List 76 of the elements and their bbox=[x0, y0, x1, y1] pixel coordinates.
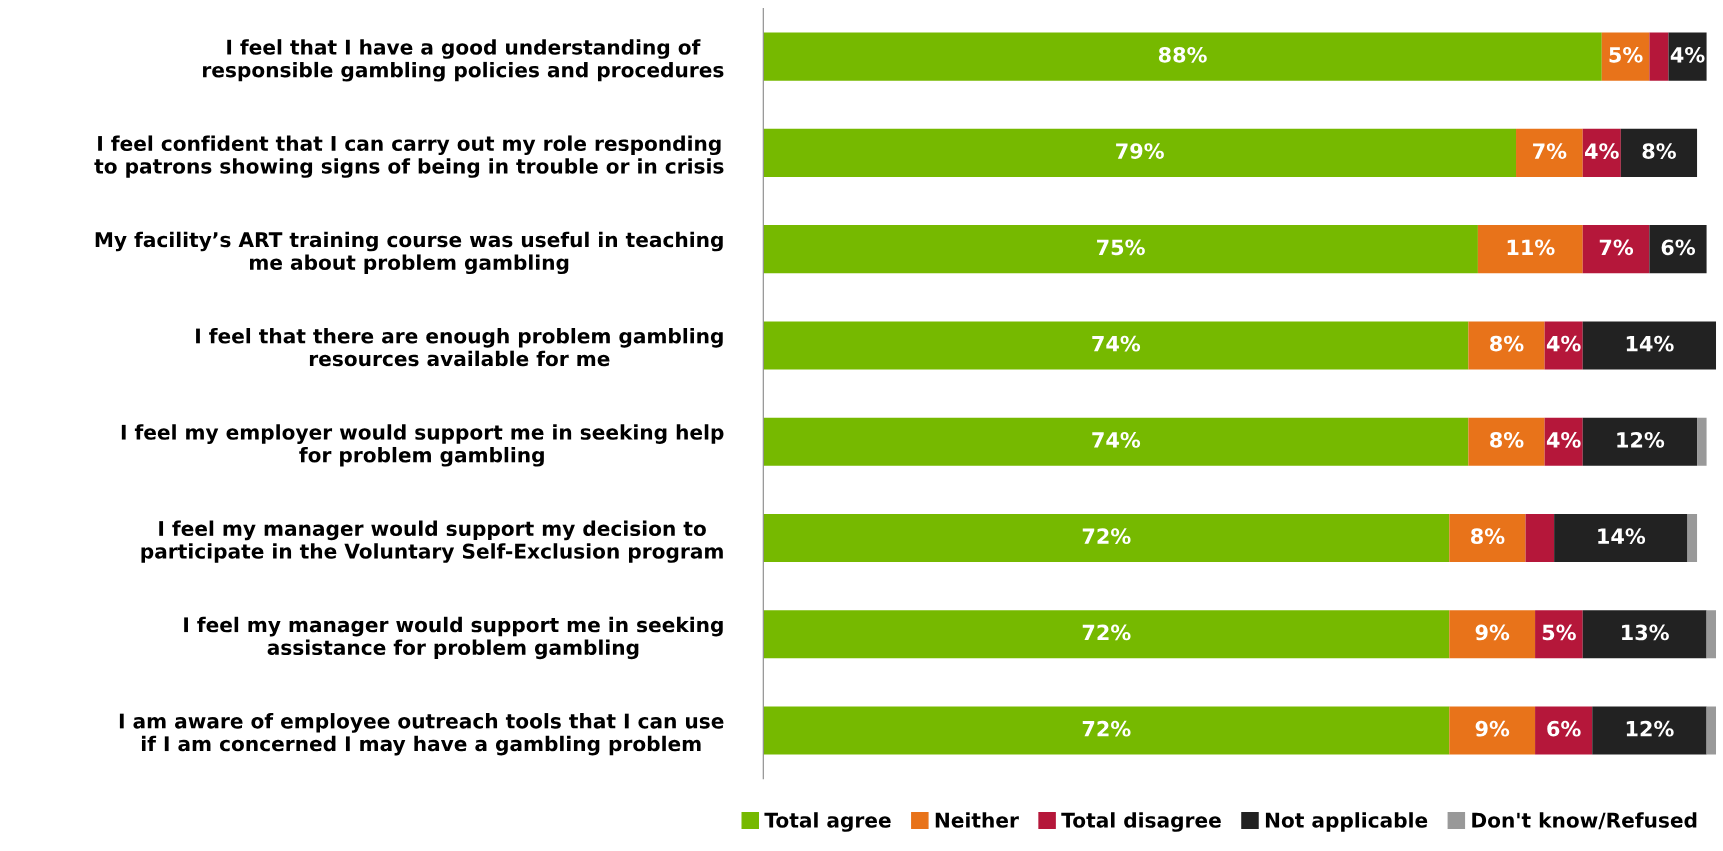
data-label: 9% bbox=[1475, 720, 1510, 737]
bar bbox=[763, 321, 1469, 370]
bar bbox=[763, 417, 1469, 466]
bar bbox=[1449, 610, 1536, 659]
data-label: 72% bbox=[1082, 624, 1131, 641]
y-tick-label: My facility’s ART training course was useful in teaching me about problem gambling bbox=[95, 231, 723, 275]
data-label: 14% bbox=[1626, 335, 1674, 352]
legend-label: Total agree bbox=[764, 812, 891, 832]
bar bbox=[1582, 321, 1717, 370]
data-label: 4% bbox=[1670, 46, 1705, 63]
y-tick-label: I feel that there are enough problem gambling resources available for me bbox=[196, 327, 723, 367]
bar bbox=[1449, 706, 1536, 755]
y-tick-label: I feel confident that I can carry out my role responding to patrons showing signs of being in trouble or in crisis bbox=[94, 135, 724, 178]
bar bbox=[1706, 610, 1717, 659]
data-label: 74% bbox=[1092, 335, 1141, 352]
bar bbox=[763, 706, 1450, 755]
data-label: 5% bbox=[1609, 46, 1643, 63]
bar bbox=[1525, 513, 1555, 563]
bar bbox=[1649, 225, 1707, 274]
data-label: 7% bbox=[1533, 143, 1567, 159]
bar bbox=[763, 610, 1450, 659]
bar bbox=[763, 32, 1602, 81]
data-label: 8% bbox=[1642, 143, 1676, 159]
data-label: 9% bbox=[1475, 624, 1510, 641]
data-label: 8% bbox=[1471, 528, 1505, 545]
bar bbox=[1535, 706, 1593, 755]
data-label: 5% bbox=[1542, 624, 1576, 641]
bar bbox=[1468, 417, 1545, 466]
bar bbox=[1535, 610, 1583, 659]
y-tick-label: I feel my manager would support me in seeking assistance for problem gambling bbox=[184, 616, 723, 660]
data-label: 88% bbox=[1158, 46, 1207, 63]
bar bbox=[1516, 128, 1583, 177]
data-label: 72% bbox=[1082, 720, 1131, 737]
bar bbox=[1554, 513, 1688, 563]
bar bbox=[1449, 513, 1526, 563]
bar bbox=[1582, 610, 1707, 659]
data-label: 7% bbox=[1599, 239, 1634, 256]
legend-label: Total disagree bbox=[1061, 812, 1221, 832]
y-tick-label: I feel my manager would support my decision to participate in the Voluntary Self-Exclusion program bbox=[141, 520, 723, 563]
data-label: 4% bbox=[1585, 143, 1619, 159]
data-label: 4% bbox=[1546, 335, 1581, 352]
bar bbox=[1468, 321, 1545, 370]
bar bbox=[1544, 321, 1583, 370]
y-tick-label: I am aware of employee outreach tools that I can use if I am concerned I may have a gambling problem bbox=[119, 713, 724, 756]
bar bbox=[1592, 706, 1707, 755]
bar bbox=[763, 513, 1450, 563]
legend-label: Not applicable bbox=[1265, 812, 1428, 832]
bar bbox=[1582, 225, 1650, 274]
bar bbox=[1687, 513, 1698, 563]
bar bbox=[763, 128, 1517, 177]
legend-label: Neither bbox=[935, 812, 1019, 828]
data-label: 72% bbox=[1082, 528, 1131, 545]
data-label: 8% bbox=[1490, 432, 1524, 448]
bar bbox=[1620, 128, 1698, 177]
bar bbox=[1649, 32, 1669, 81]
data-label: 6% bbox=[1661, 239, 1696, 256]
data-label: 12% bbox=[1617, 432, 1665, 448]
bar bbox=[763, 225, 1478, 274]
data-label: 11% bbox=[1507, 239, 1555, 256]
y-tick-label: I feel that I have a good understanding of responsible gambling policies and procedures bbox=[203, 39, 724, 82]
y-tick-label: I feel my employer would support me in seeking help for problem gambling bbox=[121, 424, 724, 467]
data-label: 75% bbox=[1097, 239, 1145, 256]
bar bbox=[1477, 225, 1583, 274]
data-label: 14% bbox=[1598, 528, 1646, 545]
data-label: 12% bbox=[1626, 720, 1674, 737]
data-label: 6% bbox=[1547, 720, 1581, 737]
bar bbox=[1697, 417, 1707, 466]
bar bbox=[1706, 706, 1717, 755]
data-label: 8% bbox=[1490, 335, 1524, 352]
bar bbox=[1668, 32, 1707, 81]
data-label: 79% bbox=[1116, 143, 1164, 159]
data-label: 74% bbox=[1092, 432, 1141, 448]
bar bbox=[1582, 417, 1698, 466]
data-label: 13% bbox=[1622, 624, 1669, 641]
data-label: 4% bbox=[1546, 432, 1581, 448]
legend-label: Don't know/Refused bbox=[1472, 812, 1697, 830]
